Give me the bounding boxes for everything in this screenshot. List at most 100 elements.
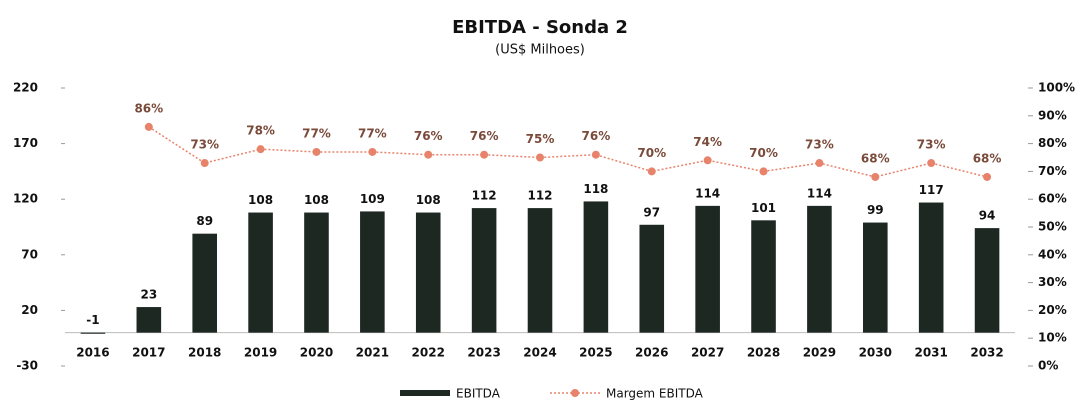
legend-marker — [571, 389, 579, 397]
bar-label: 23 — [140, 288, 157, 302]
x-tick-label: 2030 — [859, 346, 892, 360]
margin-marker — [759, 167, 768, 176]
bar-label: -1 — [86, 313, 99, 327]
bar-label: 101 — [751, 201, 776, 215]
x-tick-label: 2018 — [188, 346, 221, 360]
margin-marker — [647, 167, 656, 176]
legend-swatch — [400, 390, 450, 396]
bar-label: 94 — [979, 209, 996, 223]
x-tick-label: 2028 — [747, 346, 780, 360]
margin-marker — [312, 147, 321, 156]
margin-marker — [536, 153, 544, 162]
bar — [583, 201, 609, 333]
margin-label: 76% — [470, 129, 499, 143]
margin-marker — [927, 159, 936, 168]
bar — [360, 211, 385, 333]
margin-line — [148, 126, 988, 178]
legend-label: Margem EBITDA — [606, 387, 704, 401]
chart-subtitle: (US$ Milhoes) — [495, 43, 585, 58]
margin-marker — [424, 150, 433, 159]
bar-label: 97 — [643, 205, 660, 219]
y2-tick-label: 90% — [1038, 108, 1067, 122]
bar-label: 89 — [196, 214, 213, 228]
bar — [974, 228, 1000, 333]
margin-marker — [815, 159, 824, 168]
margin-label: 73% — [917, 138, 946, 152]
margin-marker — [144, 122, 153, 131]
margin-marker — [591, 150, 600, 159]
y-tick-label: 20 — [21, 303, 38, 317]
bar-label: 99 — [867, 203, 884, 217]
y2-tick-label: 10% — [1038, 331, 1067, 345]
bar — [415, 212, 441, 333]
margin-label: 77% — [358, 126, 387, 140]
bar — [192, 233, 217, 333]
margin-label: 75% — [526, 132, 555, 146]
bar-label: 117 — [919, 183, 944, 197]
margin-label: 68% — [861, 151, 890, 165]
x-tick-label: 2021 — [356, 346, 389, 360]
margin-label: 68% — [973, 151, 1002, 165]
x-tick-label: 2024 — [523, 346, 556, 360]
x-tick-label: 2032 — [970, 346, 1003, 360]
bar — [80, 332, 106, 334]
bar-label: 109 — [360, 192, 385, 206]
bar-label: 114 — [807, 186, 832, 200]
margin-marker — [480, 150, 489, 159]
bar-label: 114 — [695, 186, 720, 200]
x-tick-label: 2031 — [914, 346, 947, 360]
bar-label: 108 — [248, 193, 273, 207]
y2-tick-label: 80% — [1038, 136, 1067, 150]
x-tick-label: 2017 — [132, 346, 165, 360]
x-tick-label: 2016 — [76, 346, 109, 360]
bar — [136, 307, 162, 333]
bar-label: 112 — [527, 189, 552, 203]
y-tick-label: -30 — [16, 359, 38, 373]
margin-label: 70% — [637, 146, 666, 160]
y-tick-label: 120 — [13, 192, 38, 206]
y-tick-label: 220 — [13, 81, 38, 95]
margin-label: 73% — [805, 138, 834, 152]
bar-label: 118 — [583, 182, 608, 196]
y-tick-label: 170 — [13, 136, 38, 150]
y2-tick-label: 100% — [1038, 81, 1075, 95]
x-tick-label: 2022 — [412, 346, 445, 360]
x-tick-label: 2029 — [803, 346, 836, 360]
bar — [807, 205, 832, 333]
y2-tick-label: 20% — [1038, 303, 1067, 317]
bar — [918, 202, 944, 333]
bar — [695, 205, 720, 333]
bar — [248, 212, 273, 333]
y2-tick-label: 40% — [1038, 247, 1067, 261]
bar — [471, 208, 497, 333]
margin-label: 78% — [246, 124, 275, 138]
margin-marker — [256, 145, 265, 154]
y2-tick-label: 60% — [1038, 192, 1067, 206]
x-tick-label: 2020 — [300, 346, 333, 360]
x-tick-label: 2026 — [635, 346, 668, 360]
bar — [751, 220, 776, 333]
y2-tick-label: 0% — [1038, 359, 1058, 373]
margin-label: 76% — [582, 129, 611, 143]
y2-tick-label: 30% — [1038, 275, 1067, 289]
chart-title: EBITDA - Sonda 2 — [452, 17, 628, 38]
bar-label: 108 — [304, 193, 329, 207]
margin-marker — [200, 159, 209, 168]
x-tick-label: 2025 — [579, 346, 612, 360]
margin-label: 73% — [190, 138, 219, 152]
bar — [527, 208, 553, 333]
margin-marker — [871, 172, 880, 181]
margin-marker — [983, 172, 992, 181]
margin-label: 70% — [749, 146, 778, 160]
x-tick-label: 2023 — [467, 346, 500, 360]
margin-label: 76% — [414, 129, 443, 143]
y2-tick-label: 70% — [1038, 164, 1067, 178]
bar — [863, 222, 888, 333]
x-tick-label: 2027 — [691, 346, 724, 360]
margin-label: 86% — [134, 101, 163, 115]
y2-tick-label: 50% — [1038, 220, 1067, 234]
x-tick-label: 2019 — [244, 346, 277, 360]
margin-label: 74% — [693, 135, 722, 149]
legend-label: EBITDA — [456, 387, 501, 401]
